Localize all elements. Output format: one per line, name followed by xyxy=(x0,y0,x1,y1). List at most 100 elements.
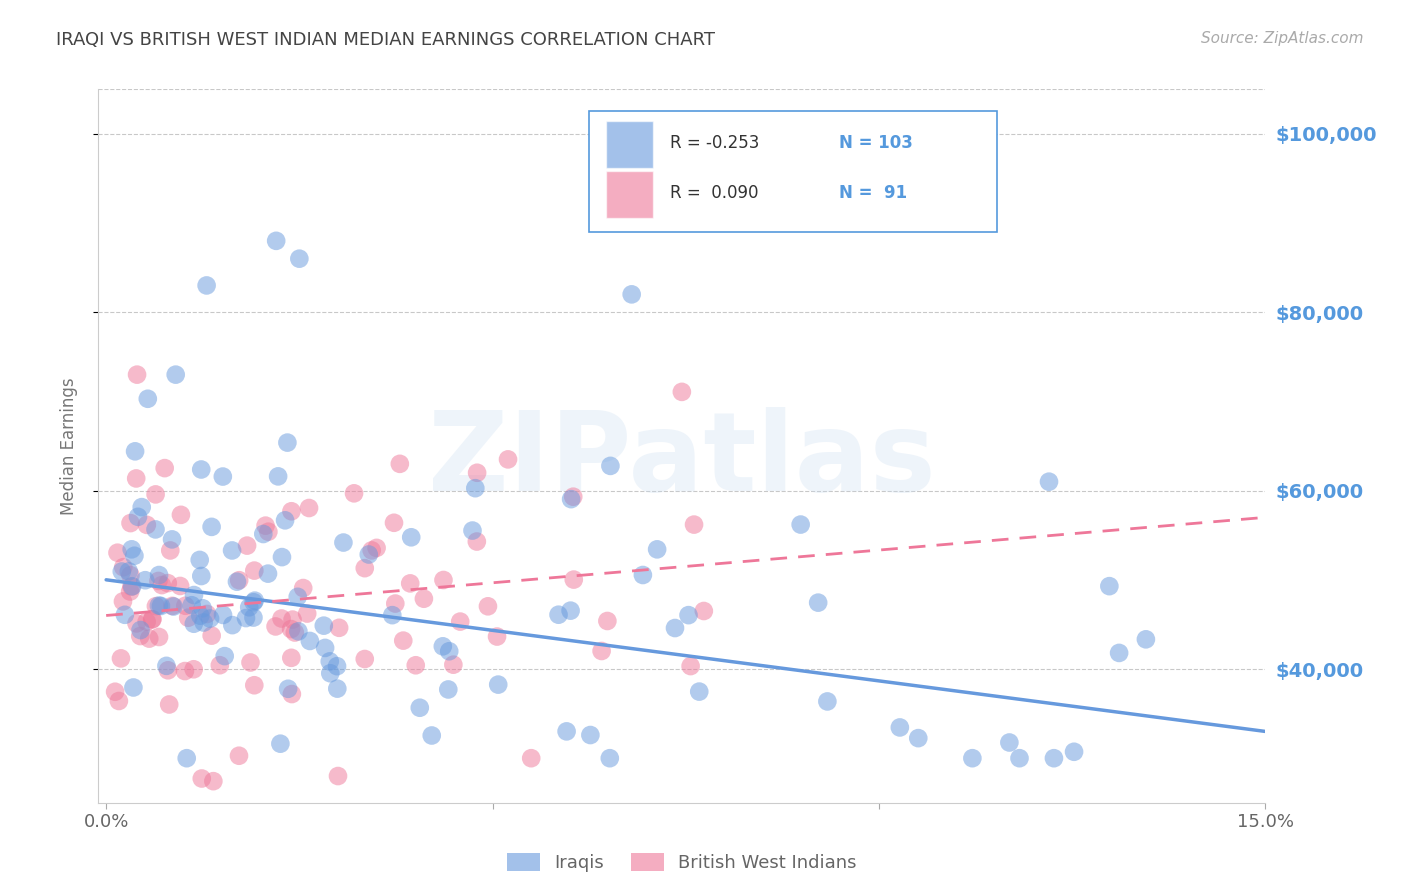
Point xyxy=(159,543,181,558)
Point xyxy=(664,621,686,635)
Point xyxy=(281,613,304,627)
Point xyxy=(441,657,464,672)
Point xyxy=(134,573,156,587)
Point xyxy=(153,461,176,475)
Point xyxy=(409,700,432,714)
Point xyxy=(384,597,406,611)
Point xyxy=(254,518,277,533)
Point xyxy=(276,435,298,450)
Point xyxy=(235,611,257,625)
Point xyxy=(298,634,321,648)
Point xyxy=(169,579,191,593)
Point xyxy=(124,549,146,563)
Point xyxy=(562,573,585,587)
Point xyxy=(221,543,243,558)
Text: Source: ZipAtlas.com: Source: ZipAtlas.com xyxy=(1201,31,1364,46)
Point xyxy=(314,640,336,655)
Point xyxy=(645,542,668,557)
Point xyxy=(381,608,404,623)
Point xyxy=(591,644,613,658)
Point xyxy=(599,751,621,765)
Point xyxy=(118,565,141,579)
Point xyxy=(388,457,411,471)
Point xyxy=(180,599,202,613)
Point xyxy=(174,599,197,613)
Point xyxy=(560,604,582,618)
Point xyxy=(162,599,184,613)
Point xyxy=(298,501,321,516)
Point xyxy=(120,516,142,530)
Point xyxy=(160,533,183,547)
Point xyxy=(195,278,218,293)
Point xyxy=(193,615,215,630)
Point xyxy=(149,599,172,613)
Point xyxy=(284,625,307,640)
Point xyxy=(125,471,148,485)
Point xyxy=(399,530,422,544)
Point xyxy=(465,466,488,480)
Point xyxy=(252,527,274,541)
Text: N =  91: N = 91 xyxy=(839,184,908,202)
Point xyxy=(108,694,131,708)
Point xyxy=(270,611,292,625)
Point xyxy=(1135,632,1157,647)
Point xyxy=(688,684,710,698)
Text: R = -0.253: R = -0.253 xyxy=(671,134,759,152)
Point xyxy=(889,721,911,735)
Point xyxy=(1063,745,1085,759)
Point xyxy=(382,516,405,530)
Point xyxy=(280,504,302,518)
Point xyxy=(221,618,243,632)
Point xyxy=(157,663,180,677)
Point xyxy=(145,599,167,614)
Point xyxy=(107,546,129,560)
Point xyxy=(120,584,142,599)
Point xyxy=(243,564,266,578)
Point xyxy=(353,561,375,575)
Point xyxy=(439,644,461,658)
Point xyxy=(243,678,266,692)
Point xyxy=(150,578,173,592)
Point xyxy=(157,698,180,712)
Point xyxy=(242,595,264,609)
Point xyxy=(280,622,302,636)
Point xyxy=(560,492,582,507)
Point xyxy=(121,542,143,557)
Point xyxy=(243,593,266,607)
Point xyxy=(1043,751,1066,765)
Point xyxy=(257,524,280,539)
Point xyxy=(135,615,157,629)
Point xyxy=(579,728,602,742)
Point xyxy=(412,591,434,606)
Point xyxy=(135,517,157,532)
Point xyxy=(678,608,700,623)
Point xyxy=(789,517,811,532)
Point xyxy=(264,234,287,248)
Point xyxy=(267,469,290,483)
Point xyxy=(562,490,585,504)
Point xyxy=(486,678,509,692)
Point xyxy=(547,607,569,622)
Point xyxy=(269,737,291,751)
Point xyxy=(226,574,249,589)
Point xyxy=(202,774,225,789)
Point xyxy=(1098,579,1121,593)
Point xyxy=(392,633,415,648)
Point xyxy=(257,566,280,581)
Point xyxy=(292,581,315,595)
Point xyxy=(693,604,716,618)
Point xyxy=(228,573,250,587)
Point xyxy=(198,611,221,625)
Text: ZIPatlas: ZIPatlas xyxy=(427,407,936,514)
Point xyxy=(295,607,318,621)
Point xyxy=(141,612,163,626)
Point xyxy=(432,573,454,587)
Point xyxy=(461,524,484,538)
Point xyxy=(190,462,212,476)
Point xyxy=(271,550,294,565)
Point xyxy=(239,656,262,670)
Point xyxy=(405,658,427,673)
Point xyxy=(555,724,578,739)
Point xyxy=(620,287,643,301)
Point xyxy=(631,568,654,582)
